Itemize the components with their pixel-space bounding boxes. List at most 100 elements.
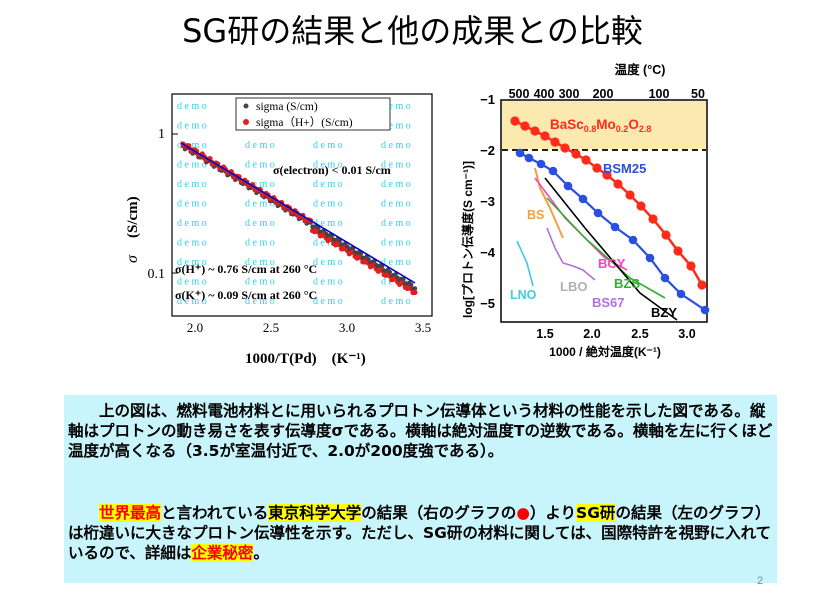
watermark-text: d e m o	[381, 218, 411, 229]
annotation-electron: σ(electron) < 0.01 S/cm	[273, 163, 391, 177]
point-bsm25	[515, 148, 525, 158]
highlight-tokyo-kagaku: 東京科学大学	[268, 504, 362, 522]
watermark-text: d e m o	[381, 101, 411, 112]
label-basc: BaSc0.8Mo0.2O2.8	[550, 117, 651, 134]
red-dot-icon: ●	[516, 504, 530, 522]
point-basc	[540, 131, 550, 141]
label-bs67: BS67	[592, 295, 625, 310]
legend-marker-sigma-h	[243, 119, 249, 125]
curve-lno	[516, 240, 534, 287]
left-ylabel-unit: (S/cm)	[125, 196, 141, 238]
curve-bzy	[544, 177, 678, 321]
highlight-kigyou-himitsu: 企業秘密	[191, 544, 254, 562]
p2-text-i: 。	[253, 544, 269, 562]
watermark-text: d e m o	[313, 218, 343, 229]
right-xlabel: 1000 / 絶対温度(K⁻¹)	[549, 344, 661, 359]
right-highlight-band	[502, 101, 706, 149]
point-basc	[520, 121, 530, 131]
point-sigma	[358, 251, 364, 256]
point-basc	[613, 179, 623, 189]
watermark-text: d e m o	[177, 101, 207, 112]
point-sigma	[345, 244, 350, 249]
point-basc	[686, 261, 696, 271]
highlight-sg-lab: SG研	[576, 504, 616, 522]
slide-title: SG研の結果と他の成果との比較	[182, 12, 643, 50]
watermark-text: d e m o	[177, 179, 207, 190]
legend-sigma: sigma (S/cm)	[256, 101, 318, 113]
watermark-text: d e m o	[245, 277, 275, 288]
ytick-m2: −2	[480, 143, 495, 158]
point-bsm25	[593, 208, 603, 218]
paragraph-2: 世界最高と言われている東京科学大学の結果（右のグラフの●）よりSG研の結果（左の…	[68, 503, 773, 563]
watermark-text: d e m o	[313, 140, 343, 151]
top-tick-50: 50	[691, 87, 705, 101]
highlight-sekai-saikou: 世界最高	[99, 504, 162, 522]
annotation-h: σ(H⁺) ~ 0.76 S/cm at 260 °C	[175, 262, 317, 276]
label-bcy: BCY	[598, 256, 626, 271]
point-sigma	[408, 282, 414, 287]
right-chart: 温度 (°C) 500 400 300 200 100 50 −1 −2 −3 …	[460, 62, 710, 359]
ytick-m1: −1	[480, 92, 495, 107]
ytick-m3: −3	[480, 194, 495, 209]
xtick-1.5: 1.5	[536, 327, 553, 341]
page-number: 2	[757, 575, 764, 587]
point-basc	[673, 246, 683, 256]
xtick-3.0: 3.0	[678, 327, 695, 341]
legend-marker-sigma	[243, 103, 249, 109]
ytick-m4: −4	[480, 245, 496, 260]
curve-lbo	[546, 227, 596, 281]
left-xticks: 2.0 2.5 3.0 3.5	[187, 320, 431, 335]
top-tick-400: 400	[534, 87, 555, 101]
watermark-text: d e m o	[381, 160, 411, 171]
point-sigma	[316, 225, 321, 231]
ytick-m5: −5	[480, 296, 495, 311]
legend-sigma-h: sigma（H+）(S/cm)	[256, 116, 353, 129]
left-legend	[235, 97, 391, 131]
point-basc	[510, 116, 520, 126]
watermark-text: d e m o	[177, 277, 207, 288]
annotation-k: σ(K⁺) ~ 0.09 S/cm at 260 °C	[175, 288, 317, 302]
explanation-box: 上の図は、燃料電池材料とに用いられるプロトン伝導体という材料の性能を示した図であ…	[64, 395, 777, 583]
watermark-text: d e m o	[313, 296, 343, 307]
left-chart: d e m o d e m o d e m o d e m o d e m o d e m…	[124, 93, 433, 367]
point-bsm25	[578, 194, 588, 204]
point-sigma	[401, 277, 406, 282]
watermark-text: d e m o	[245, 218, 275, 229]
top-tick-300: 300	[559, 87, 580, 101]
watermark-text: d e m o	[177, 160, 207, 171]
fit-line	[180, 142, 416, 284]
top-tick-100: 100	[649, 87, 670, 101]
right-ylabel: log[プロトン伝導度(S cm⁻¹)]	[460, 161, 475, 318]
watermark-text: d e m o	[381, 238, 411, 249]
watermark-text: d e m o	[245, 238, 275, 249]
curve-bzs	[546, 197, 666, 299]
point-bsm25	[676, 289, 686, 299]
point-bsm25	[660, 273, 670, 283]
p2-text-d: の結果（右のグラフの	[361, 504, 517, 522]
point-bsm25	[563, 181, 573, 191]
xtick-2.0: 2.0	[583, 327, 600, 341]
point-basc	[581, 155, 591, 165]
point-basc	[697, 280, 707, 290]
point-bsm25	[610, 222, 620, 232]
watermark-text: d e m o	[245, 140, 275, 151]
point-basc	[625, 190, 635, 200]
right-series	[510, 116, 710, 315]
label-lbo: LBO	[560, 279, 587, 294]
watermark-text: d e m o	[313, 199, 343, 210]
xtick-3.5: 3.5	[415, 320, 431, 335]
point-basc	[560, 143, 570, 153]
watermark-text: d e m o	[313, 277, 343, 288]
xtick-2.5: 2.5	[263, 320, 279, 335]
watermark-text: d e m o	[177, 218, 207, 229]
watermark-text: d e m o	[245, 179, 275, 190]
point-sigma	[379, 264, 385, 269]
point-basc	[602, 170, 612, 180]
left-xlabel: 1000/T(Pd) (K⁻¹)	[245, 351, 366, 367]
right-yticks: −1 −2 −3 −4 −5	[480, 92, 496, 311]
point-sigma	[412, 286, 418, 291]
point-sigma	[366, 257, 371, 262]
point-basc	[530, 126, 540, 136]
point-basc	[636, 201, 646, 211]
right-top-title: 温度 (°C)	[615, 62, 666, 77]
